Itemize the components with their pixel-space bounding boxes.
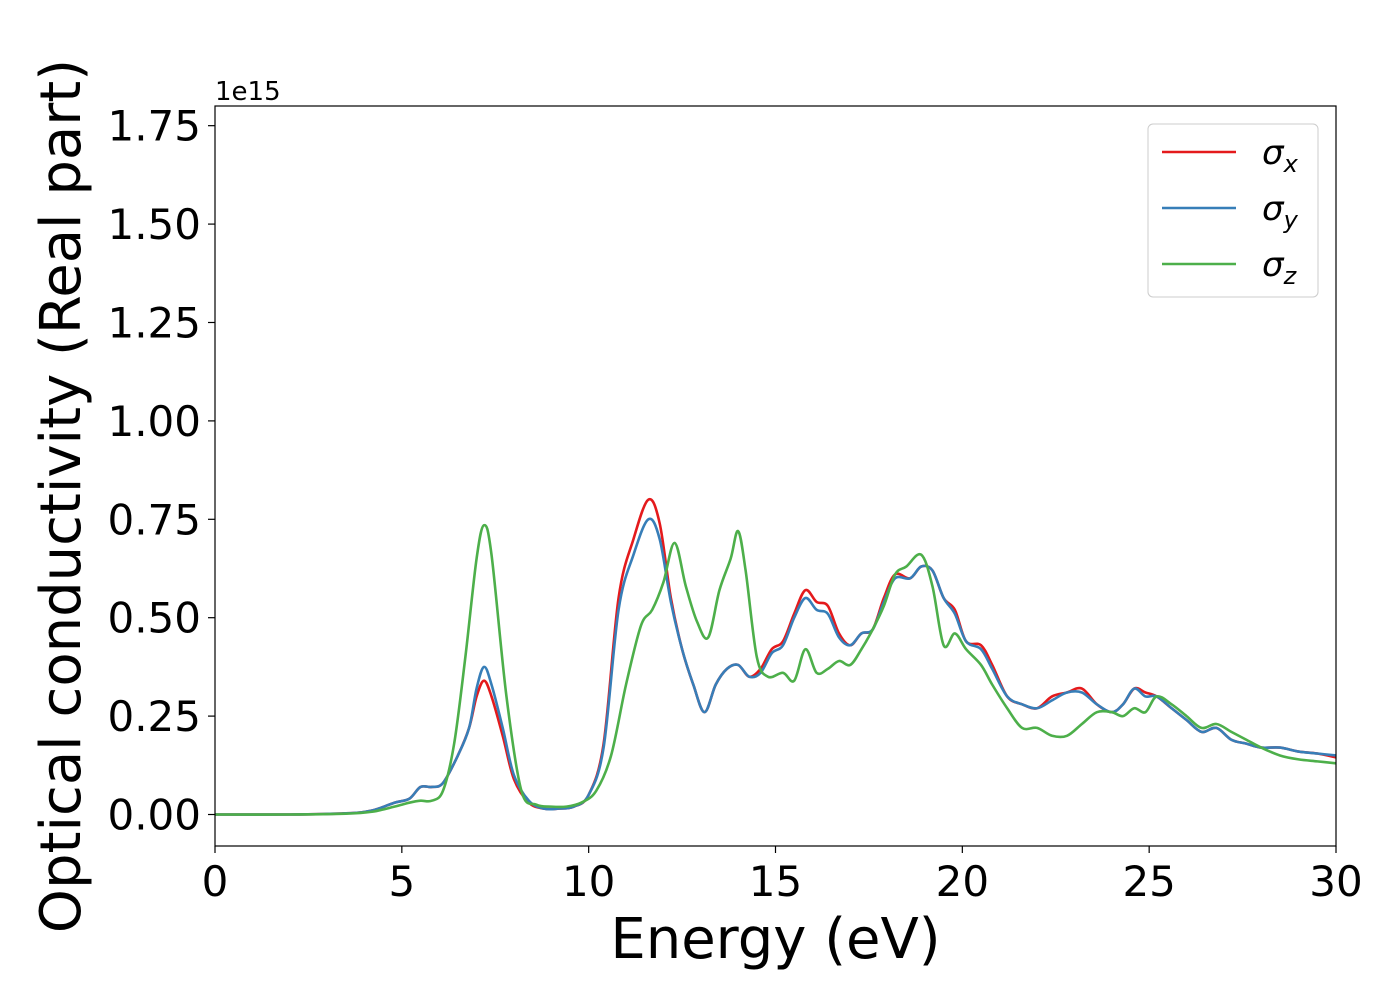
x-tick-label: 30 <box>1309 857 1362 906</box>
y-axis-offset-label: 1e15 <box>215 77 281 107</box>
legend-box <box>1147 123 1319 298</box>
series-line-x <box>215 497 1336 816</box>
x-tick-label: 20 <box>936 857 989 906</box>
x-tick-label: 5 <box>388 857 415 906</box>
x-tick-label: 0 <box>202 857 229 906</box>
series-line-z <box>215 523 1336 816</box>
x-tick-label: 15 <box>749 857 802 906</box>
legend: σx σy σz <box>1147 123 1319 298</box>
y-tick-label: 1.50 <box>107 200 201 249</box>
y-tick-label: 0.25 <box>107 692 201 741</box>
y-tick-label: 0.50 <box>107 594 201 643</box>
legend-entry-y: σy <box>1262 189 1299 234</box>
series-line-y <box>215 517 1336 816</box>
x-tick-label: 10 <box>562 857 615 906</box>
x-axis: 0 5 10 15 20 25 30 <box>202 846 1363 906</box>
y-tick-label: 0.75 <box>107 495 201 544</box>
legend-entry-z: σz <box>1262 245 1298 290</box>
y-axis: 0.00 0.25 0.50 0.75 1.00 1.25 1.50 1.75 <box>107 102 215 840</box>
y-tick-label: 1.00 <box>107 397 201 446</box>
x-tick-label: 25 <box>1122 857 1175 906</box>
y-tick-label: 1.75 <box>107 102 201 151</box>
plot-lines <box>215 497 1336 816</box>
legend-entry-x: σx <box>1262 133 1299 178</box>
y-tick-label: 0.00 <box>107 791 201 840</box>
y-axis-label: Optical conductivity (Real part) <box>29 59 94 933</box>
y-tick-label: 1.25 <box>107 298 201 347</box>
x-axis-label: Energy (eV) <box>610 907 940 972</box>
